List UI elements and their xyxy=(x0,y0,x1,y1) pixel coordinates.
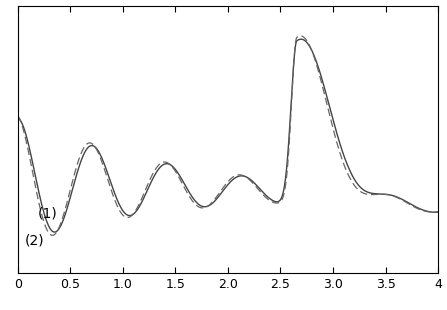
Text: (2): (2) xyxy=(25,233,45,247)
Text: (1): (1) xyxy=(38,207,58,221)
